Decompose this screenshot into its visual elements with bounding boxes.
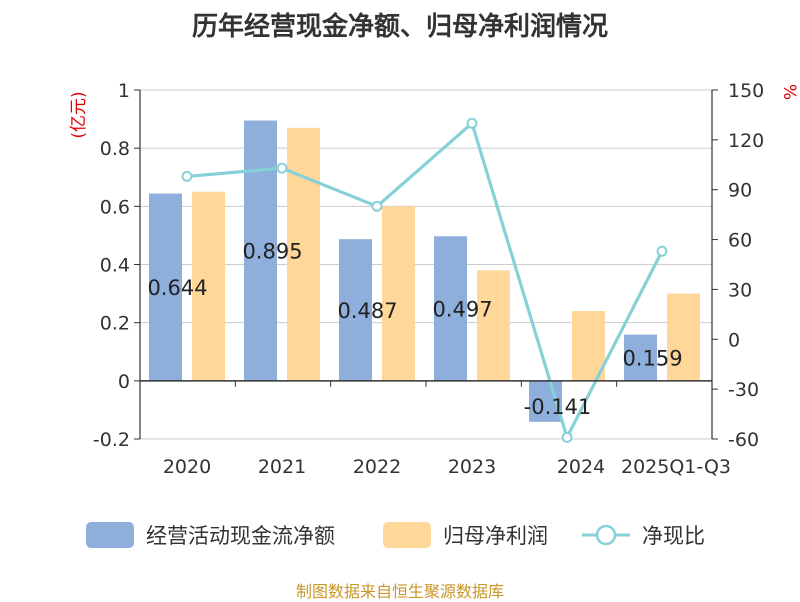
- right-tick-label: 0: [728, 329, 740, 351]
- cashflow-data-label: -0.141: [524, 395, 592, 419]
- cashflow-bar: [244, 120, 277, 381]
- left-tick-label: 0.2: [100, 313, 130, 335]
- ratio-point: [181, 170, 193, 182]
- category-label: 2025Q1-Q3: [621, 456, 731, 478]
- ratio-point: [371, 200, 383, 212]
- left-tick-label: -0.2: [93, 429, 130, 451]
- ratio-polyline: [186, 120, 664, 442]
- cashflow-bar: [339, 239, 372, 381]
- legend-net-profit-swatch: [383, 522, 431, 548]
- net-profit-bar: [287, 127, 320, 381]
- ratio-point: [276, 162, 288, 174]
- legend-ratio-label: 净现比: [642, 524, 705, 548]
- net-profit-bar: [667, 293, 700, 381]
- right-tick-label: -30: [728, 379, 759, 401]
- legend: 经营活动现金流净额 归母净利润 净现比: [86, 522, 705, 548]
- category-label: 2024: [557, 456, 605, 478]
- cashflow-data-label: 0.487: [337, 299, 397, 323]
- right-tick-label: 150: [728, 80, 764, 102]
- ratio-line: [181, 117, 668, 443]
- legend-cashflow-label: 经营活动现金流净额: [146, 524, 335, 548]
- legend-cashflow-swatch: [86, 522, 134, 548]
- cashflow-bar: [624, 334, 657, 381]
- cashflow-data-label: 0.895: [242, 240, 302, 264]
- left-tick-label: 0: [118, 371, 130, 393]
- right-tick-label: 120: [728, 130, 764, 152]
- right-tick-label: 30: [728, 279, 752, 301]
- legend-net-profit-label: 归母净利润: [443, 524, 548, 548]
- left-tick-label: 0.6: [100, 196, 130, 218]
- ratio-point: [466, 117, 478, 129]
- cashflow-bar: [434, 236, 467, 381]
- right-tick-label: 60: [728, 230, 752, 252]
- category-label: 2020: [163, 456, 211, 478]
- right-axis-title: %: [779, 84, 799, 100]
- left-tick-label: 0.8: [100, 138, 130, 160]
- category-label: 2022: [353, 456, 401, 478]
- cashflow-data-label: 0.159: [622, 347, 682, 371]
- legend-ratio-marker: [595, 524, 617, 546]
- category-label: 2021: [258, 456, 306, 478]
- bars: [149, 120, 700, 422]
- category-label: 2023: [448, 456, 496, 478]
- net-profit-bar: [192, 191, 225, 381]
- data-labels: 0.644 0.895 0.487 0.497 -0.141 0.159: [147, 240, 682, 419]
- right-tick-label: -60: [728, 429, 759, 451]
- right-tick-label: 90: [728, 180, 752, 202]
- axes: -0.2 0 0.2 0.4 0.6 0.8 1 -60 -30 0 30 60 90 120 150 (亿元…: [69, 80, 799, 478]
- ratio-point: [656, 245, 668, 257]
- net-profit-bar: [572, 311, 605, 381]
- cashflow-data-label: 0.497: [432, 298, 492, 322]
- left-axis-title: (亿元): [69, 91, 89, 138]
- cashflow-data-label: 0.644: [147, 276, 207, 300]
- net-profit-bar: [477, 270, 510, 381]
- chart-title: 历年经营现金净额、归母净利润情况: [191, 12, 608, 42]
- net-profit-bar: [382, 206, 415, 381]
- source-note: 制图数据来自恒生聚源数据库: [295, 582, 504, 601]
- cashflow-bar: [149, 193, 182, 381]
- ratio-point: [561, 431, 573, 443]
- left-tick-label: 1: [118, 80, 130, 102]
- left-tick-label: 0.4: [100, 255, 130, 277]
